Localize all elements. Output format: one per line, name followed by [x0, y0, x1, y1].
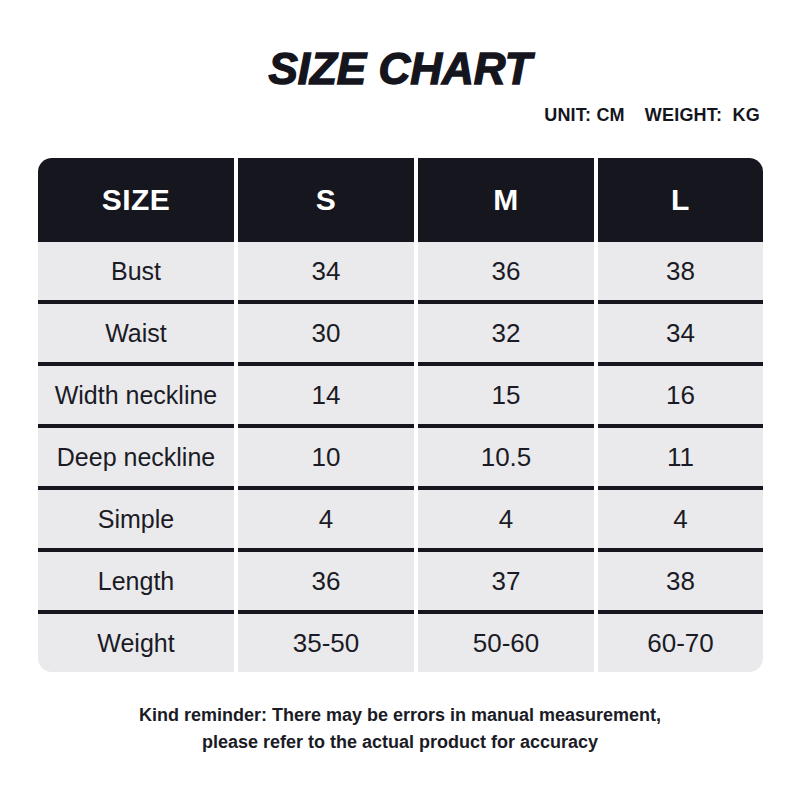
- measurement-value-cell: 34: [238, 242, 414, 300]
- size-header-cell: SIZE: [38, 158, 234, 242]
- measurement-label-cell: Weight: [38, 610, 234, 672]
- measurement-value-cell: 60-70: [598, 610, 763, 672]
- measurement-label-cell: Bust: [38, 242, 234, 300]
- unit-note: UNIT: CM: [544, 105, 625, 125]
- measurement-value-cell: 38: [598, 548, 763, 610]
- measurement-label-cell: Waist: [38, 300, 234, 362]
- size-column-header: M: [418, 158, 594, 242]
- measurement-value-cell: 16: [598, 362, 763, 424]
- measurement-value-cell: 11: [598, 424, 763, 486]
- measurement-value-cell: 36: [238, 548, 414, 610]
- size-chart-page: SIZE CHART UNIT: CM WEIGHT: KG SIZESML Bus…: [0, 0, 800, 800]
- measurement-value-cell: 34: [598, 300, 763, 362]
- measurement-label-cell: Deep neckline: [38, 424, 234, 486]
- measurement-value-cell: 15: [418, 362, 594, 424]
- measurement-value-cell: 14: [238, 362, 414, 424]
- reminder-note: Kind reminder: There may be errors in ma…: [0, 702, 800, 756]
- measurement-value-cell: 4: [238, 486, 414, 548]
- measurement-value-cell: 37: [418, 548, 594, 610]
- size-table: SIZESMLBust343638Waist303234Width neckli…: [38, 158, 763, 672]
- weight-note: WEIGHT: KG: [645, 105, 760, 125]
- units-note: UNIT: CM WEIGHT: KG: [544, 105, 760, 126]
- measurement-label-cell: Width neckline: [38, 362, 234, 424]
- measurement-label-cell: Simple: [38, 486, 234, 548]
- size-column-header: L: [598, 158, 763, 242]
- reminder-line-2: please refer to the actual product for a…: [0, 729, 800, 756]
- measurement-value-cell: 10: [238, 424, 414, 486]
- reminder-line-1: Kind reminder: There may be errors in ma…: [0, 702, 800, 729]
- measurement-value-cell: 36: [418, 242, 594, 300]
- page-title: SIZE CHART: [0, 44, 800, 94]
- measurement-value-cell: 35-50: [238, 610, 414, 672]
- measurement-value-cell: 50-60: [418, 610, 594, 672]
- measurement-value-cell: 4: [418, 486, 594, 548]
- measurement-value-cell: 4: [598, 486, 763, 548]
- measurement-value-cell: 10.5: [418, 424, 594, 486]
- size-column-header: S: [238, 158, 414, 242]
- measurement-label-cell: Length: [38, 548, 234, 610]
- measurement-value-cell: 30: [238, 300, 414, 362]
- measurement-value-cell: 32: [418, 300, 594, 362]
- measurement-value-cell: 38: [598, 242, 763, 300]
